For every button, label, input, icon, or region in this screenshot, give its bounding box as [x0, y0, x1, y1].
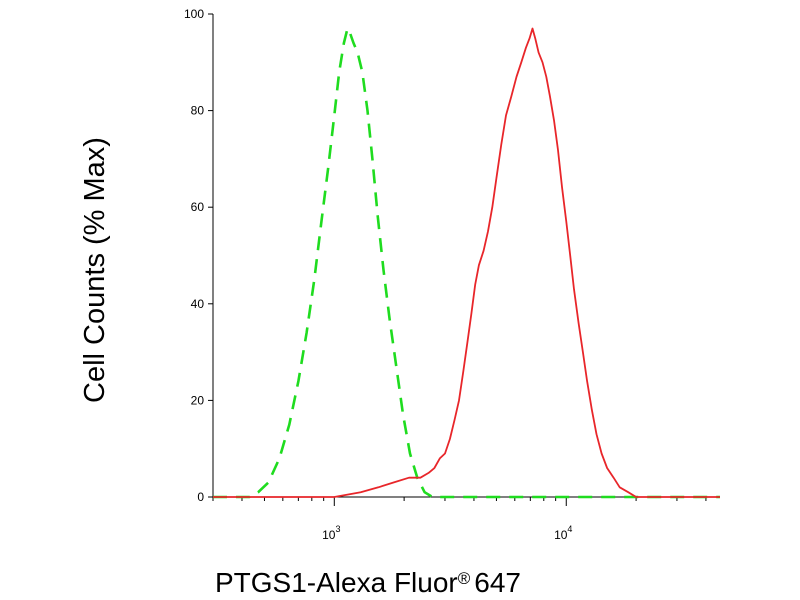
x-axis-title-main: PTGS1-Alexa Fluor: [215, 567, 458, 598]
x-tick-label: 103: [322, 524, 340, 542]
series-lines: [213, 27, 720, 499]
y-axis-ticks: 0 20 40 60 80 100: [184, 7, 213, 504]
x-axis-title-suffix: 647: [474, 567, 521, 598]
y-tick-label: 20: [191, 393, 205, 407]
control-histogram-line: [213, 27, 720, 499]
y-tick-label: 40: [191, 297, 205, 311]
x-axis-title: PTGS1-Alexa Fluor® 647: [215, 567, 521, 598]
y-axis-title: Cell Counts (% Max): [79, 137, 111, 403]
y-tick-label: 0: [197, 490, 204, 504]
y-tick-label: 80: [191, 104, 205, 118]
x-axis-title-registered-mark: ®: [458, 569, 471, 588]
y-tick-label: 60: [191, 200, 205, 214]
y-tick-label: 100: [184, 7, 204, 21]
stained-histogram-line: [213, 27, 720, 498]
x-axis-ticks: 103 104: [212, 497, 707, 542]
x-tick-label: 104: [554, 524, 572, 542]
